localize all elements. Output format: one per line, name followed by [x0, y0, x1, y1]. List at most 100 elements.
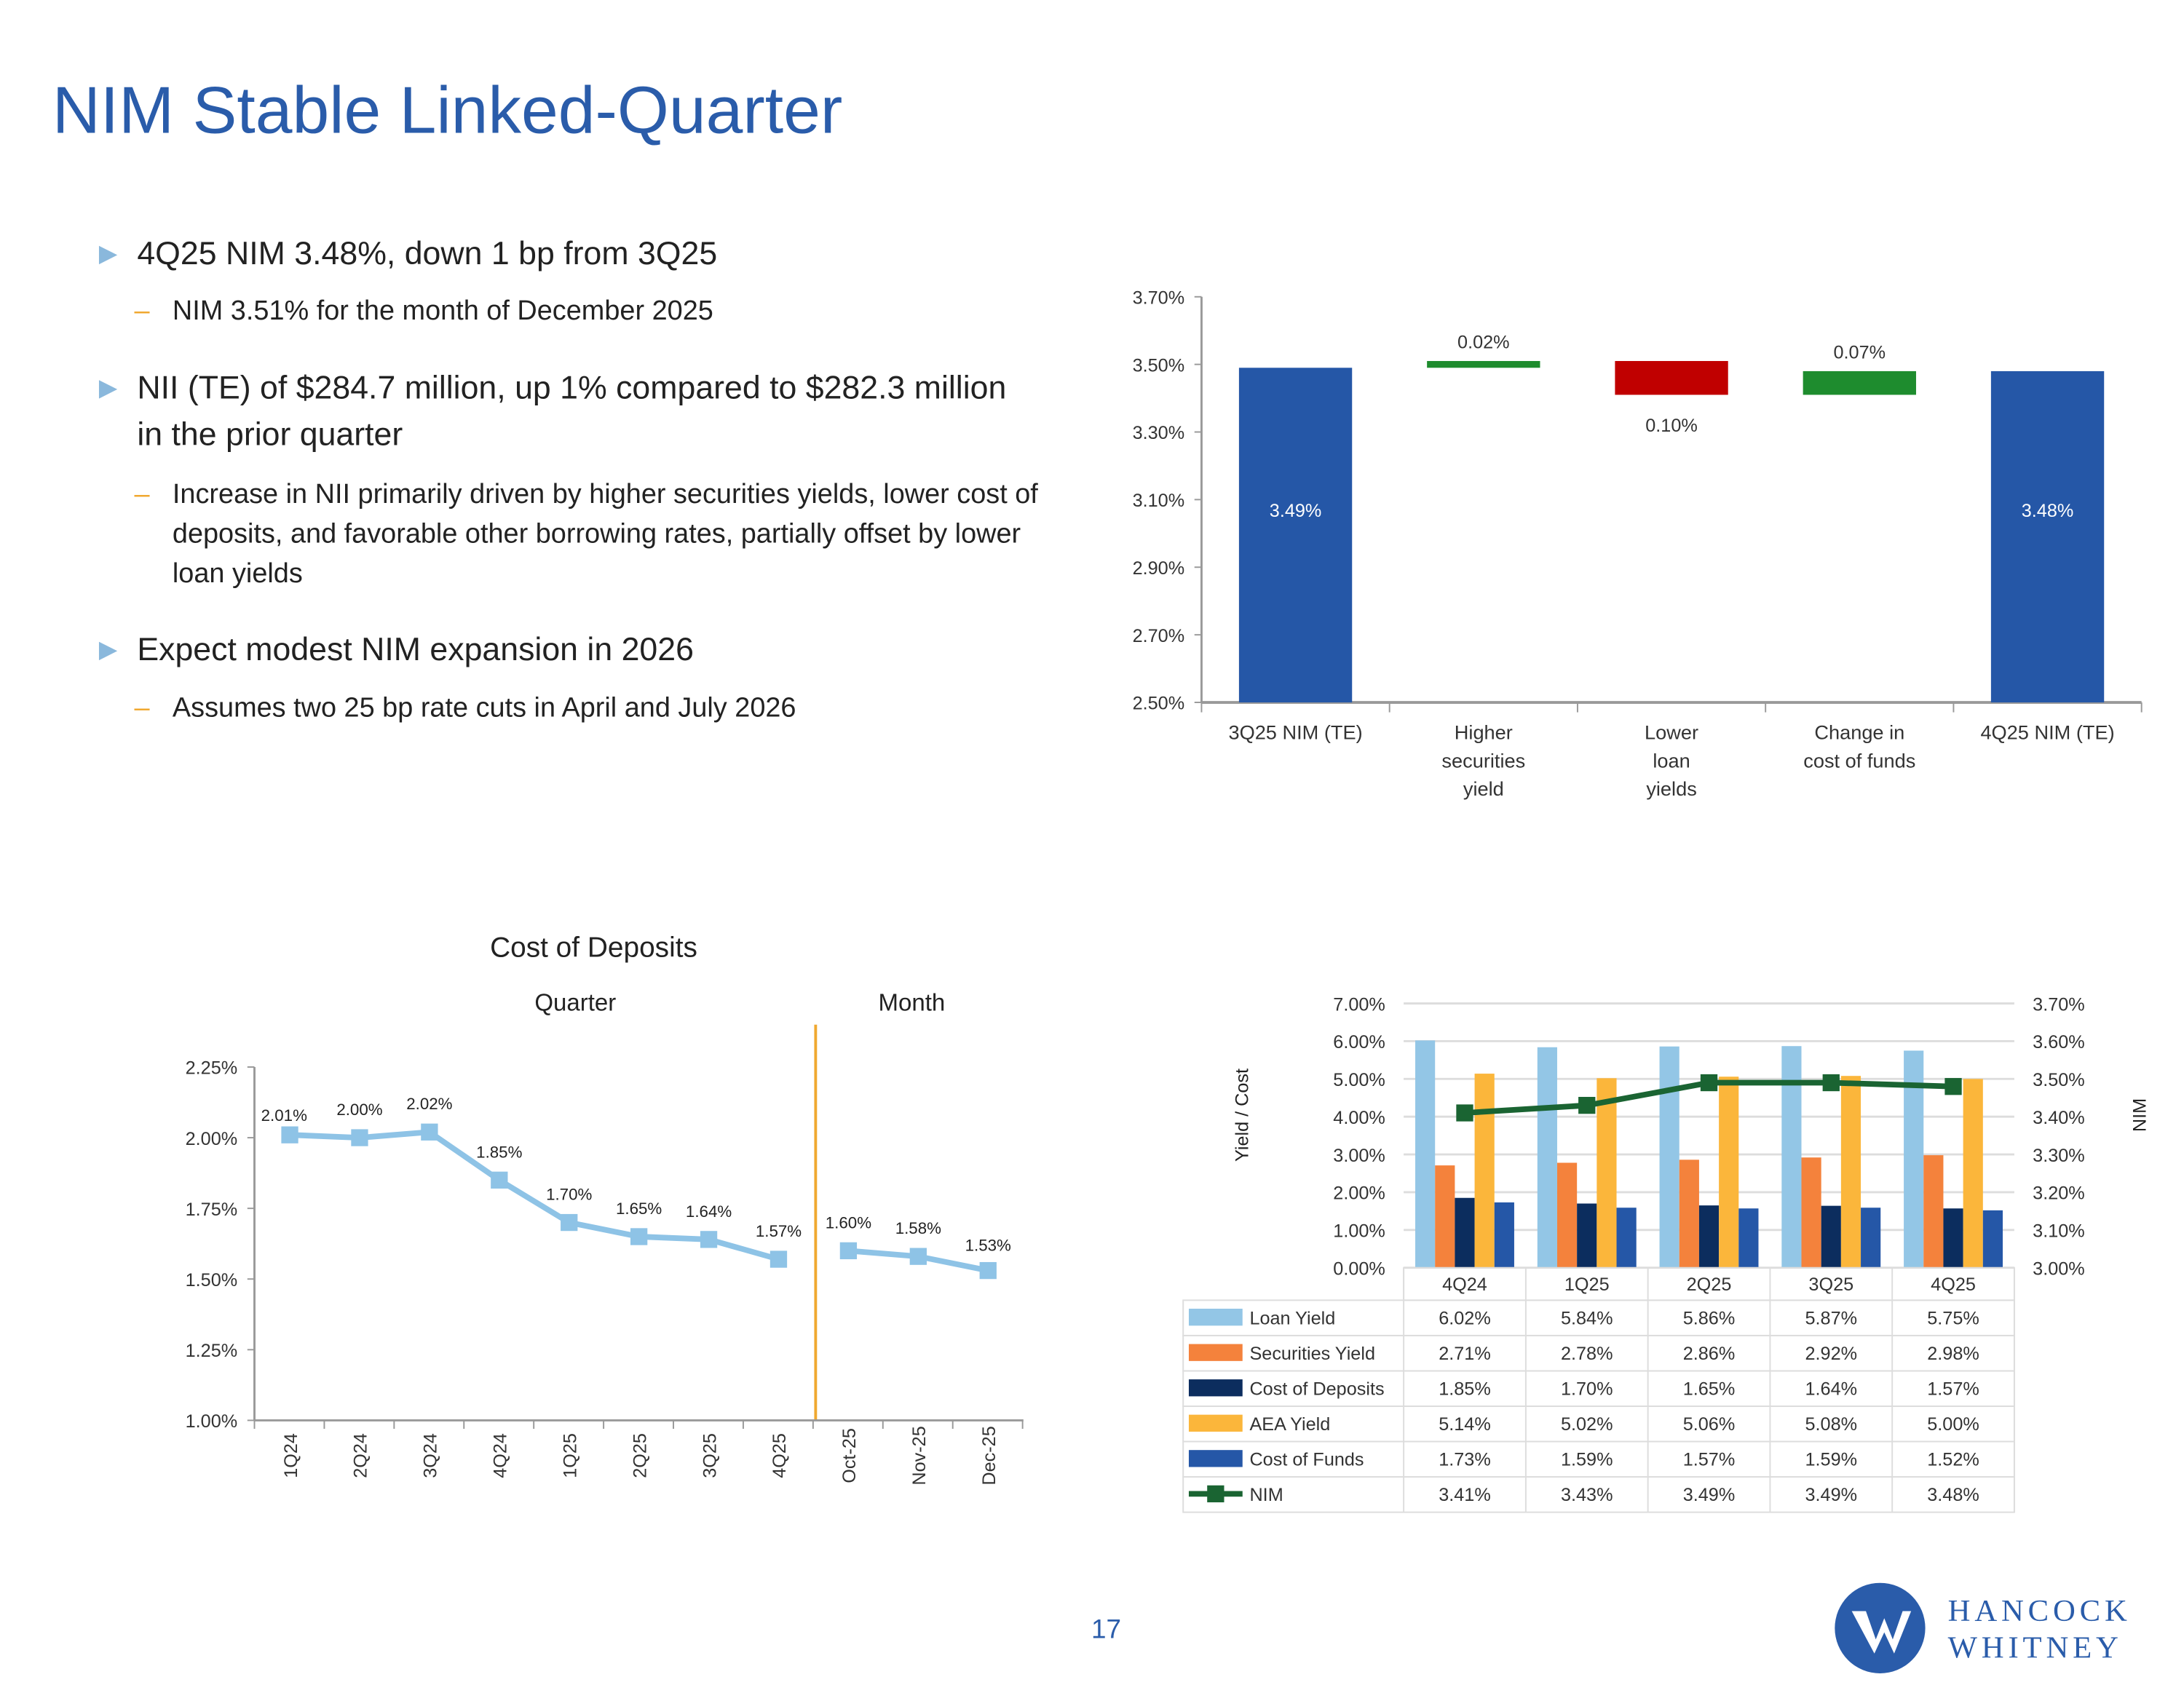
waterfall-bar [1990, 370, 2105, 703]
waterfall-bar [1238, 368, 1353, 703]
y-tick-label: 2.00% [186, 1129, 238, 1149]
y-tick-label: 3.50% [1133, 355, 1185, 376]
bar-cost-of-funds [1861, 1208, 1881, 1268]
page-number: 17 [1091, 1615, 1122, 1646]
logo-text-line1: HANCOCK [1947, 1593, 2132, 1628]
table-cell: 1.52% [1927, 1450, 1979, 1470]
table-header-cell: 4Q24 [1442, 1274, 1487, 1295]
y2-tick-label: 3.10% [2033, 1221, 2085, 1242]
y2-tick-label: 3.50% [2033, 1070, 2085, 1090]
data-point-marker [351, 1129, 368, 1146]
table-row [1182, 1476, 2015, 1513]
y-tick-label: 4.00% [1333, 1108, 1385, 1128]
bar-cost-of-funds [1982, 1210, 2003, 1268]
y-tick-label: 5.00% [1333, 1070, 1385, 1090]
table-cell: 5.08% [1805, 1414, 1857, 1435]
section-label-month: Month [879, 988, 946, 1015]
x-category-label: 1Q24 [281, 1433, 301, 1478]
data-label: 2.02% [406, 1095, 452, 1113]
data-point-marker [421, 1123, 438, 1141]
bullet-3: ▶ Expect modest NIM expansion in 2026 [99, 626, 1032, 673]
waterfall-bar [1615, 360, 1728, 395]
table-cell: 5.75% [1927, 1308, 1979, 1328]
sub-bullet-2: – Increase in NII primarily driven by hig… [134, 475, 1053, 593]
data-label: 1.64% [686, 1202, 732, 1221]
y2-tick-label: 3.40% [2033, 1108, 2085, 1128]
x-category-label: 3Q24 [421, 1433, 441, 1478]
x-category-label: Higher [1455, 721, 1513, 744]
legend-label: Cost of Deposits [1249, 1379, 1384, 1399]
x-category-label: 2Q24 [351, 1433, 371, 1478]
bar-cost-of-deposits [1698, 1205, 1720, 1268]
bar-loan-yield [1415, 1040, 1436, 1268]
bar-cost-of-deposits [1577, 1203, 1597, 1268]
data-point-marker [281, 1126, 298, 1143]
data-point-marker [561, 1213, 578, 1232]
y-tick-label: 0.00% [1333, 1258, 1385, 1279]
bar-loan-yield [1537, 1047, 1557, 1268]
x-category-label: cost of funds [1803, 749, 1915, 772]
legend-swatch [1188, 1450, 1243, 1467]
table-cell: 3.48% [1927, 1485, 1979, 1505]
data-point-marker [630, 1228, 648, 1245]
table-cell: 5.84% [1561, 1308, 1613, 1328]
data-label: 2.01% [261, 1106, 307, 1125]
section-label-quarter: Quarter [534, 988, 616, 1015]
table-cell: 5.00% [1927, 1414, 1979, 1435]
x-category-label: Oct-25 [839, 1428, 860, 1483]
table-cell: 2.86% [1683, 1344, 1736, 1364]
data-point-marker [491, 1171, 508, 1189]
data-label: 1.53% [965, 1236, 1011, 1254]
legend-label: Cost of Funds [1249, 1450, 1364, 1470]
data-point-marker [909, 1248, 927, 1265]
bar-cost-of-funds [1738, 1208, 1759, 1268]
x-category-label: Dec-25 [979, 1426, 1000, 1485]
y-tick-label: 2.90% [1133, 558, 1185, 579]
y-tick-label: 3.10% [1133, 491, 1185, 511]
triangle-bullet-icon: ▶ [98, 374, 118, 402]
nim-marker [1700, 1074, 1718, 1092]
logo-text-line2: WHITNEY [1947, 1629, 2123, 1665]
bullet-1: ▶ 4Q25 NIM 3.48%, down 1 bp from 3Q25 [99, 230, 1032, 277]
x-category-label: yields [1646, 777, 1696, 800]
page-title: NIM Stable Linked-Quarter [52, 72, 843, 147]
nim-marker [1822, 1074, 1840, 1092]
bar-aea-yield [1840, 1076, 1861, 1268]
sub-bullet-1: – NIM 3.51% for the month of December 202… [134, 291, 1053, 330]
y-tick-label: 1.00% [186, 1411, 238, 1432]
table-header-cell: 2Q25 [1687, 1274, 1732, 1295]
nim-marker [1944, 1078, 1962, 1095]
bar-cost-of-funds [1616, 1208, 1637, 1268]
table-cell: 3.49% [1683, 1485, 1736, 1505]
table-header-cell: 1Q25 [1564, 1274, 1610, 1295]
bar-data-label: 3.48% [2022, 501, 2074, 521]
dash-bullet-icon: – [134, 692, 150, 724]
x-category-label: yield [1463, 777, 1504, 800]
data-label: 1.60% [826, 1213, 871, 1232]
y-tick-label: 3.00% [1333, 1146, 1385, 1166]
table-cell: 3.43% [1561, 1485, 1613, 1505]
bar-cost-of-funds [1494, 1202, 1514, 1268]
legend-swatch [1188, 1309, 1243, 1326]
x-category-label: loan [1653, 749, 1690, 772]
legend-label: Securities Yield [1249, 1344, 1375, 1364]
bar-securities-yield [1679, 1159, 1699, 1268]
x-category-label: securities [1441, 749, 1525, 772]
x-category-label: Change in [1814, 721, 1904, 744]
waterfall-bar [1427, 360, 1540, 368]
table-cell: 5.14% [1439, 1414, 1491, 1435]
table-cell: 5.02% [1561, 1414, 1613, 1435]
table-cell: 3.41% [1439, 1485, 1491, 1505]
y2-tick-label: 3.70% [2033, 994, 2085, 1015]
legend-swatch [1188, 1379, 1243, 1397]
x-category-label: 1Q25 [560, 1433, 580, 1478]
data-point-marker [769, 1250, 788, 1268]
legend-marker [1207, 1485, 1224, 1503]
table-cell: 1.64% [1805, 1379, 1857, 1399]
y-tick-label: 3.70% [1133, 288, 1185, 308]
bar-cost-of-deposits [1455, 1197, 1475, 1268]
table-cell: 2.71% [1439, 1344, 1491, 1364]
cost-of-deposits-line [289, 1129, 780, 1262]
table-header-cell: 3Q25 [1808, 1274, 1853, 1295]
